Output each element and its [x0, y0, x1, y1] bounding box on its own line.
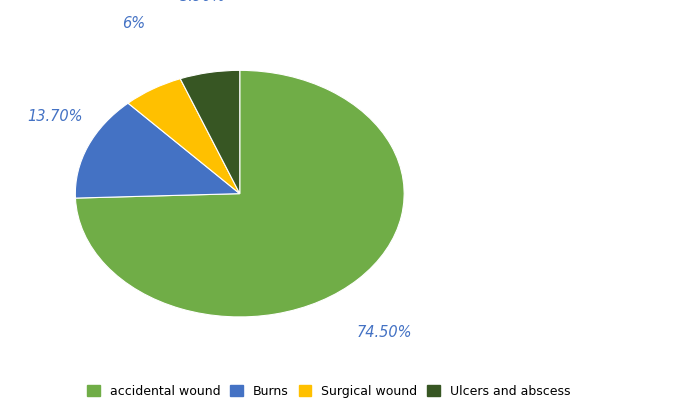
Text: 5.90%: 5.90%	[179, 0, 226, 4]
Wedge shape	[75, 70, 404, 317]
Wedge shape	[180, 70, 240, 194]
Wedge shape	[128, 79, 240, 194]
Text: 74.50%: 74.50%	[356, 325, 412, 340]
Text: 6%: 6%	[122, 16, 145, 31]
Legend: accidental wound, Burns, Surgical wound, Ulcers and abscess: accidental wound, Burns, Surgical wound,…	[84, 381, 574, 402]
Wedge shape	[75, 103, 240, 198]
Text: 13.70%: 13.70%	[27, 109, 82, 124]
